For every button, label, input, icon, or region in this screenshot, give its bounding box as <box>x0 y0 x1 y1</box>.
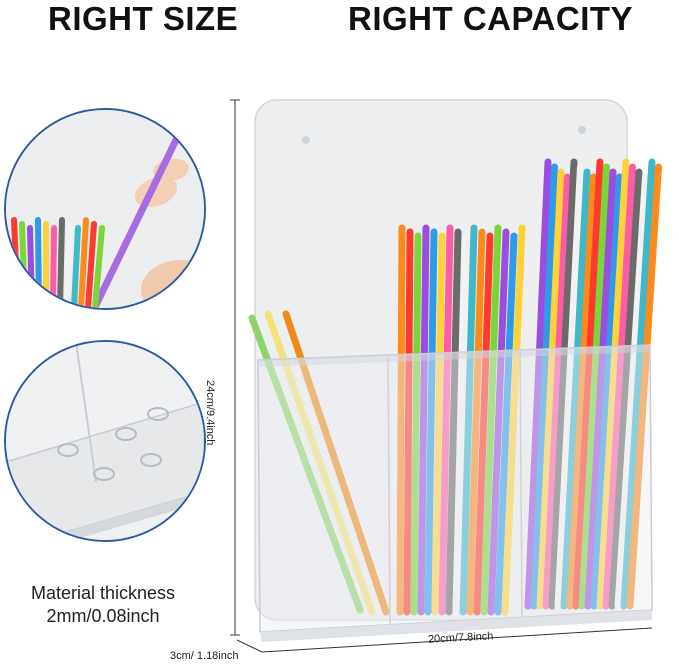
straw <box>64 221 73 308</box>
straw <box>396 224 406 616</box>
straw <box>50 225 57 308</box>
straw <box>524 158 552 610</box>
straw <box>85 221 97 308</box>
straw <box>57 217 65 308</box>
straw <box>473 232 494 616</box>
straw <box>554 163 584 610</box>
straw <box>590 173 623 610</box>
straw <box>445 228 462 616</box>
straw <box>560 168 591 610</box>
straw-closeup-image <box>6 110 204 308</box>
straw <box>487 228 510 616</box>
straw <box>566 173 597 610</box>
material-thickness-caption: Material thickness 2mm/0.08inch <box>8 582 198 628</box>
straw <box>410 232 422 616</box>
detail-circle-thickness <box>4 340 206 542</box>
caption-line-2: 2mm/0.08inch <box>46 606 160 626</box>
height-dimension-label: 24cm/9.4inch <box>204 380 216 446</box>
straw <box>614 173 649 610</box>
depth-dimension-line <box>236 639 263 653</box>
straw <box>438 224 454 616</box>
divider-2 <box>519 349 523 619</box>
straw <box>596 158 630 610</box>
straw <box>71 225 81 308</box>
straw <box>572 158 604 610</box>
detail-circle-straw-closeup <box>4 108 206 310</box>
box-bottom <box>260 610 652 642</box>
straw <box>602 163 636 610</box>
divider-1 <box>387 354 391 626</box>
straw <box>501 224 526 616</box>
headline-right-size: RIGHT SIZE <box>48 0 239 37</box>
straw <box>530 163 558 610</box>
mounting-hole-right <box>578 126 586 134</box>
straw <box>78 217 89 308</box>
headline: RIGHT SIZE RIGHT CAPACITY <box>0 0 679 40</box>
thickness-closeup-image <box>6 342 204 540</box>
straw <box>452 232 470 616</box>
straw <box>584 168 617 610</box>
front-box <box>257 344 653 633</box>
straw <box>620 158 656 610</box>
mounting-hole-left <box>302 136 310 144</box>
straw <box>480 224 502 616</box>
straw <box>459 224 478 616</box>
box-top-edge <box>258 345 650 367</box>
straw <box>92 225 105 308</box>
straw <box>626 163 662 610</box>
straw <box>417 224 430 616</box>
straw <box>608 168 643 610</box>
width-dimension-line <box>261 627 653 653</box>
straw <box>494 232 518 616</box>
straw <box>548 158 578 610</box>
caption-line-1: Material thickness <box>30 583 176 603</box>
straw <box>431 232 446 616</box>
straw <box>424 228 438 616</box>
straw <box>248 314 364 614</box>
headline-right-capacity: RIGHT CAPACITY <box>348 0 634 37</box>
depth-dimension-label: 3cm/ 1.18inch <box>170 650 239 662</box>
straw <box>536 168 565 610</box>
straw <box>403 228 414 616</box>
straw <box>542 173 571 610</box>
straw <box>578 163 610 610</box>
straw <box>466 228 486 616</box>
